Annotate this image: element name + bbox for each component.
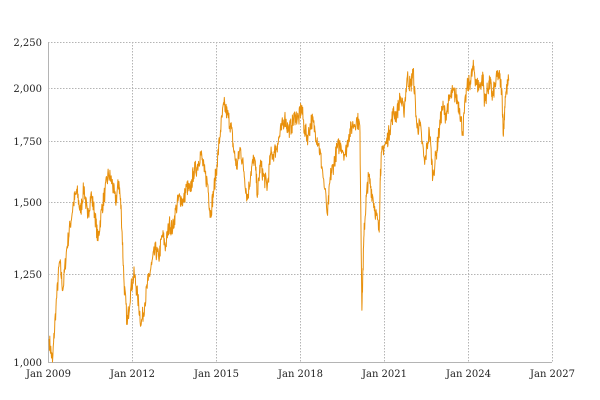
- x-tick-label: Jan 2024: [445, 369, 491, 380]
- x-tick-label: Jan 2021: [361, 369, 407, 380]
- gridlines: [48, 42, 553, 362]
- y-tick-label: 1,750: [13, 137, 42, 148]
- y-tick-label: 1,000: [13, 358, 42, 369]
- x-tick-label: Jan 2015: [193, 369, 239, 380]
- series-line: [48, 59, 510, 363]
- y-tick-label: 1,250: [13, 270, 42, 281]
- y-axis-tick-labels: 1,000 1,250 1,500 1,750 2,000 2,250: [13, 38, 42, 369]
- plot-area: [48, 59, 510, 363]
- x-tick-label: Jan 2009: [25, 369, 71, 380]
- x-tick-label: Jan 2018: [277, 369, 323, 380]
- y-tick-label: 1,500: [13, 198, 42, 209]
- y-tick-label: 2,250: [13, 38, 42, 49]
- axes: [48, 42, 552, 363]
- x-axis-tick-labels: Jan 2009 Jan 2012 Jan 2015 Jan 2018 Jan 2021…: [25, 369, 575, 380]
- x-tick-label: Jan 2012: [109, 369, 155, 380]
- y-tick-label: 2,000: [13, 84, 42, 95]
- x-tick-label: Jan 2027: [529, 369, 575, 380]
